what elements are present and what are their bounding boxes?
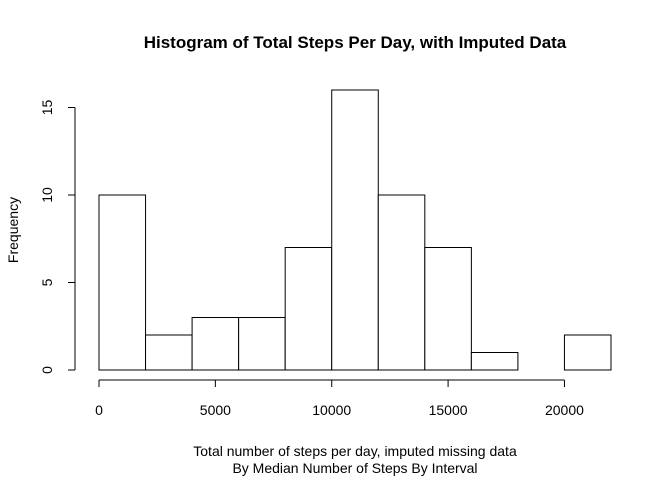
histogram-bar <box>98 194 147 371</box>
x-axis-label-line2: By Median Number of Steps By Interval <box>232 460 477 476</box>
histogram-bar <box>377 194 426 371</box>
histogram-bar <box>191 317 240 371</box>
y-tick-label: 0 <box>39 366 55 374</box>
histogram-bar <box>238 317 286 371</box>
bars-group <box>98 89 612 371</box>
histogram-bar <box>145 334 193 371</box>
y-axis-label: Frequency <box>5 197 21 263</box>
histogram-bar <box>424 247 472 371</box>
histogram-bar <box>563 334 612 371</box>
y-tick-label: 10 <box>39 187 55 203</box>
y-tick-label: 15 <box>39 100 55 116</box>
x-axis-label: Total number of steps per day, imputed m… <box>193 443 517 459</box>
y-tick-label: 5 <box>39 278 55 286</box>
x-tick-label: 0 <box>95 402 103 418</box>
x-tick-label: 5000 <box>200 402 231 418</box>
histogram-bar <box>470 352 519 371</box>
y-axis: 0 5 10 15 <box>39 100 76 374</box>
x-tick-label: 10000 <box>312 402 351 418</box>
histogram-bar <box>284 247 333 371</box>
histogram-bar <box>331 89 379 371</box>
chart-title: Histogram of Total Steps Per Day, with I… <box>144 33 567 52</box>
x-tick-label: 20000 <box>545 402 584 418</box>
x-tick-label: 15000 <box>429 402 468 418</box>
x-axis: 0 5000 10000 15000 20000 <box>95 379 584 418</box>
